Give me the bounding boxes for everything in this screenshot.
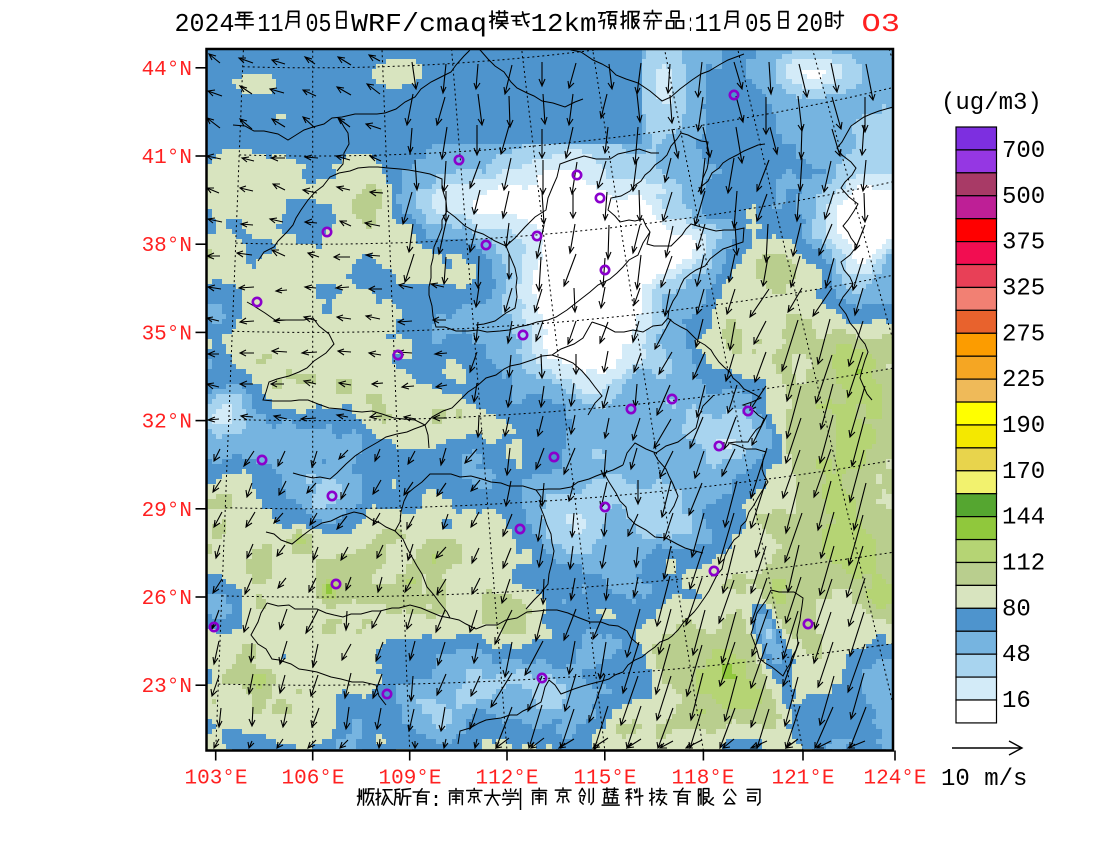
svg-text:44°N: 44°N — [142, 59, 192, 82]
svg-text:375: 375 — [1002, 230, 1045, 257]
svg-text:11: 11 — [695, 9, 722, 39]
svg-text:325: 325 — [1002, 275, 1045, 302]
svg-text:112°E: 112°E — [475, 768, 538, 791]
svg-text::: : — [430, 790, 442, 813]
svg-text:(ug/m3): (ug/m3) — [941, 90, 1042, 117]
svg-text:26°N: 26°N — [142, 588, 192, 611]
svg-text:10 m/s: 10 m/s — [941, 766, 1027, 793]
svg-text:144: 144 — [1002, 505, 1045, 532]
svg-text:225: 225 — [1002, 367, 1045, 394]
svg-text:103°E: 103°E — [184, 768, 247, 791]
svg-text:05: 05 — [306, 9, 332, 39]
svg-text:12km: 12km — [531, 9, 597, 39]
svg-text:118°E: 118°E — [671, 768, 734, 791]
svg-text:700: 700 — [1002, 138, 1045, 165]
svg-text:05: 05 — [745, 9, 772, 39]
svg-text:38°N: 38°N — [142, 235, 192, 258]
svg-text:500: 500 — [1002, 184, 1045, 211]
svg-text:16: 16 — [1002, 688, 1031, 715]
svg-text:109°E: 109°E — [378, 768, 441, 791]
svg-text:2024: 2024 — [175, 9, 235, 39]
svg-text:WRF/cmaq: WRF/cmaq — [351, 9, 487, 39]
svg-text:23°N: 23°N — [142, 676, 192, 699]
svg-text:80: 80 — [1002, 596, 1031, 623]
svg-text:124°E: 124°E — [863, 768, 926, 791]
svg-text:115°E: 115°E — [573, 768, 636, 791]
svg-text:106°E: 106°E — [281, 768, 344, 791]
svg-text:11: 11 — [258, 9, 284, 39]
svg-text:112: 112 — [1002, 551, 1045, 578]
svg-text:190: 190 — [1002, 413, 1045, 440]
svg-text:32°N: 32°N — [142, 412, 192, 435]
svg-text:170: 170 — [1002, 459, 1045, 486]
svg-text:O3: O3 — [862, 9, 901, 39]
svg-text:35°N: 35°N — [142, 323, 192, 346]
svg-text:275: 275 — [1002, 321, 1045, 348]
svg-text:41°N: 41°N — [142, 147, 192, 170]
svg-text:20: 20 — [796, 9, 823, 39]
svg-text:29°N: 29°N — [142, 500, 192, 523]
svg-text:48: 48 — [1002, 642, 1031, 669]
svg-text:121°E: 121°E — [771, 768, 834, 791]
svg-text::: : — [688, 9, 694, 39]
